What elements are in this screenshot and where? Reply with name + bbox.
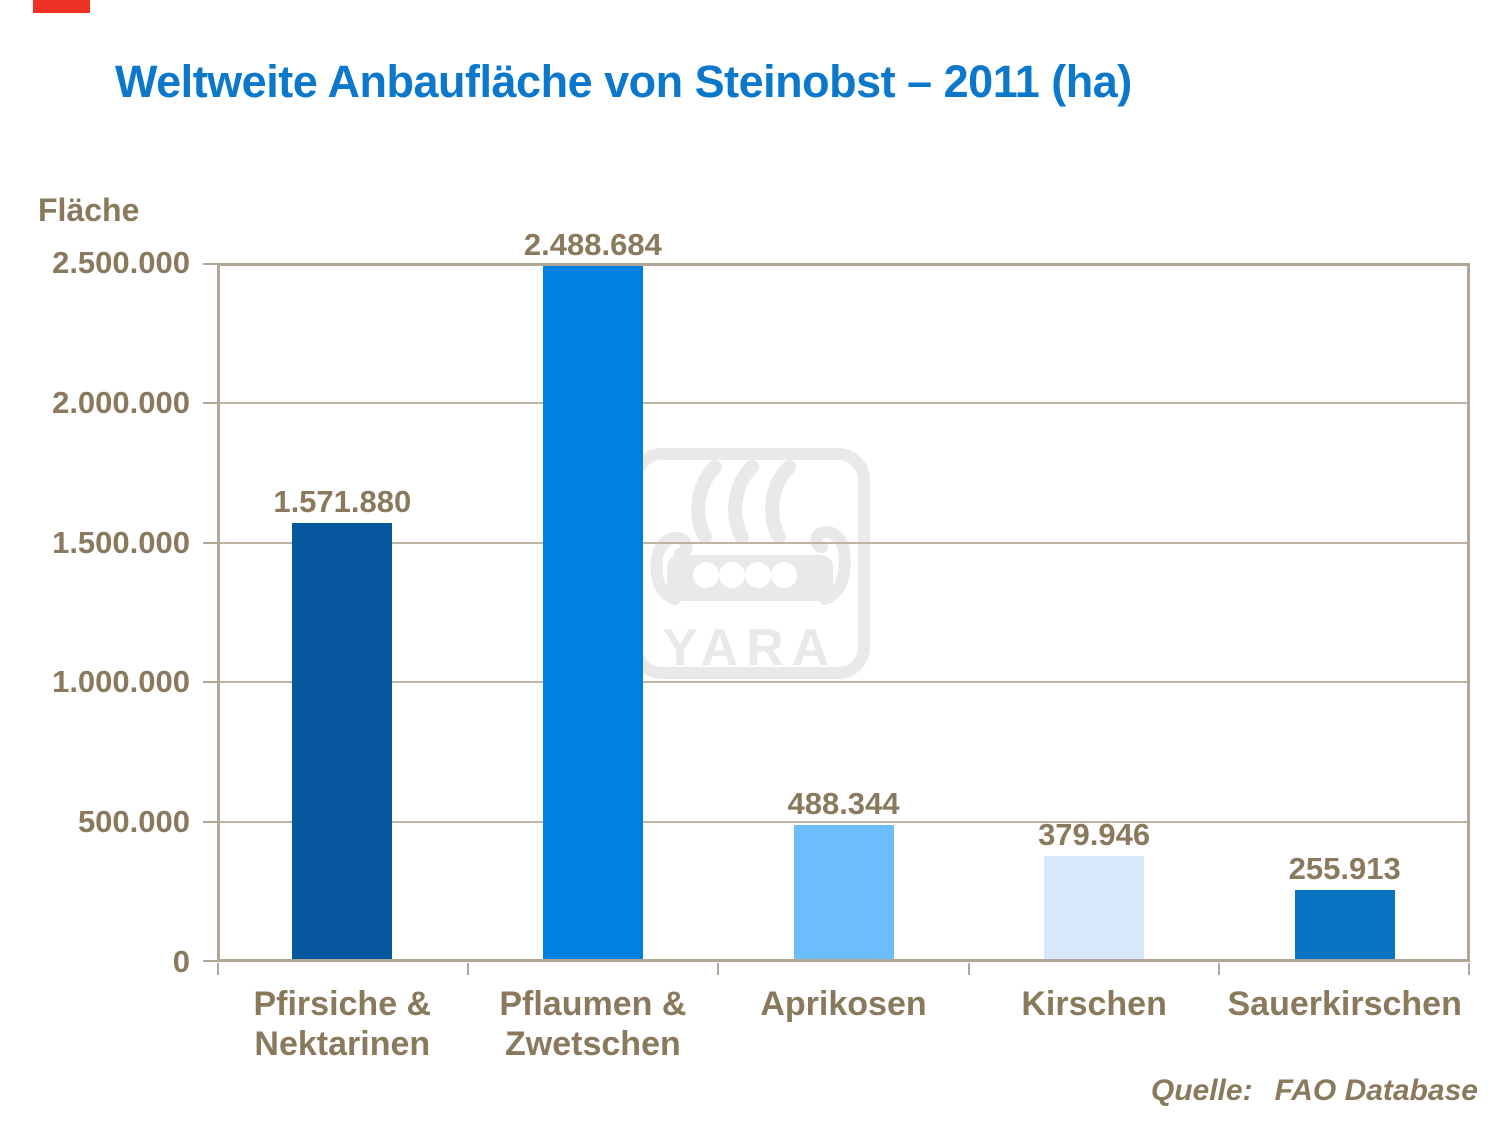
category-label: Aprikosen <box>760 985 927 1023</box>
bar-value-label: 255.913 <box>1288 851 1401 886</box>
bar-value-label: 488.344 <box>787 786 900 821</box>
x-axis-tick <box>717 963 720 975</box>
watermark-wordmark: YARA <box>663 619 838 677</box>
bar-value-label: 379.946 <box>1038 817 1151 852</box>
plot-border-top <box>217 263 1470 266</box>
category-label: Pfirsiche & Nektarinen <box>253 985 432 1063</box>
y-axis-tick <box>203 821 217 824</box>
brand-accent-bar <box>33 0 90 13</box>
x-axis-tick <box>466 963 469 975</box>
source-text: FAO Database <box>1274 1074 1478 1107</box>
bar <box>793 825 894 962</box>
y-axis-tick <box>203 401 217 404</box>
y-axis-title: Fläche <box>38 192 140 228</box>
y-axis-tick <box>203 263 217 265</box>
y-axis-tick <box>203 960 217 962</box>
y-tick-label: 500.000 <box>77 804 190 840</box>
x-axis-tick <box>967 963 970 975</box>
x-axis-tick <box>1468 963 1470 975</box>
category-label: Sauerkirschen <box>1227 985 1462 1023</box>
source-citation: Quelle: FAO Database <box>1151 1074 1478 1108</box>
y-tick-label: 1.500.000 <box>52 524 190 560</box>
yara-watermark-logo: YARA <box>630 448 870 679</box>
plot-border-right <box>1467 263 1470 962</box>
y-tick-label: 2.500.000 <box>52 245 190 280</box>
y-tick-label: 1.000.000 <box>52 664 190 700</box>
bar-value-label: 2.488.684 <box>523 227 662 262</box>
bar <box>292 523 393 962</box>
plot-border-left <box>217 263 220 962</box>
bar-value-label: 1.571.880 <box>273 484 412 519</box>
y-tick-label: 0 <box>172 944 190 979</box>
bar <box>542 266 643 962</box>
x-axis-tick <box>217 963 219 975</box>
gridline <box>217 541 1470 544</box>
viking-ship-sails-icon <box>691 460 796 544</box>
viking-ship-hull-icon <box>650 526 851 605</box>
chart-title: Weltweite Anbaufläche von Steinobst – 20… <box>115 56 1132 107</box>
category-label: Kirschen <box>1021 985 1167 1023</box>
source-prefix: Quelle: <box>1150 1074 1253 1107</box>
y-tick-label: 2.000.000 <box>52 384 190 420</box>
plot-area: YARA 1.571.880 2.488.684 488.344 379.946 255… <box>203 228 1470 975</box>
y-axis-tick <box>203 681 217 684</box>
bar <box>1294 890 1395 962</box>
x-axis-tick <box>1218 963 1221 975</box>
gridline <box>217 821 1470 824</box>
y-axis-tick <box>203 541 217 544</box>
category-label: Pflaumen & Zwetschen <box>499 985 687 1063</box>
plot-border-bottom <box>217 959 1470 962</box>
gridline <box>217 401 1470 404</box>
gridline <box>217 681 1470 684</box>
bar <box>1044 856 1145 962</box>
